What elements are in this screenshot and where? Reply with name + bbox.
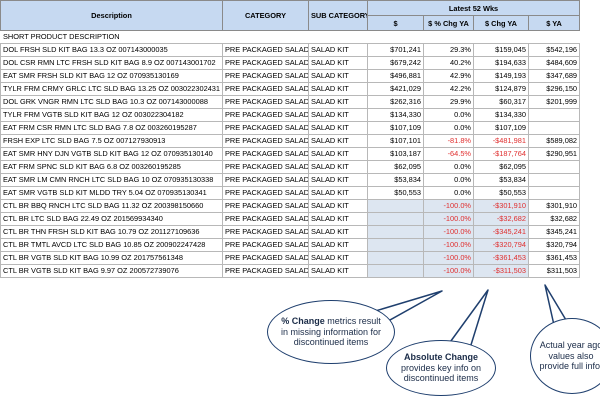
cell-chg: -$311,503 xyxy=(473,264,529,278)
callout-absolute-change-title: Absolute Change xyxy=(403,352,478,363)
period-header: Latest 52 Wks xyxy=(366,0,581,16)
cell-dollars xyxy=(367,225,424,239)
cell-chg: -$32,682 xyxy=(473,212,529,226)
cell-pct-chg: -100.0% xyxy=(423,238,474,252)
cell-chg: -$361,453 xyxy=(473,251,529,265)
col-header-pct-chg[interactable]: $ % Chg YA xyxy=(423,15,474,31)
cell-pct-chg: -100.0% xyxy=(423,264,474,278)
callout-pct-change-body: metrics result in missing information fo… xyxy=(280,316,382,348)
sales-report-table: Description CATEGORY SUB CATEGORY Latest… xyxy=(0,0,581,278)
table-row[interactable]: FRSH EXP LTC SLD BAG 7.5 OZ 007127930913… xyxy=(0,134,581,148)
report-body: SHORT PRODUCT DESCRIPTION DOL FRSH SLD K… xyxy=(0,30,581,278)
cell-pct-chg: -100.0% xyxy=(423,251,474,265)
col-header-ya[interactable]: $ YA xyxy=(527,15,581,31)
cell-chg: -$320,794 xyxy=(473,238,529,252)
cell-dollars xyxy=(367,199,424,213)
callout-pct-change: % Change metrics result in missing infor… xyxy=(267,300,395,364)
table-row[interactable]: EAT SMR FRSH SLD KIT BAG 12 OZ 070935130… xyxy=(0,69,581,83)
cell-category: PRE PACKAGED SALADS xyxy=(222,264,309,278)
callout-absolute-change: Absolute Change provides key info on dis… xyxy=(386,340,496,396)
table-row[interactable]: CTL BR VGTB SLD KIT BAG 9.97 OZ 20057273… xyxy=(0,264,581,278)
table-row[interactable]: TYLR FRM VGTB SLD KIT BAG 12 OZ 00302230… xyxy=(0,108,581,122)
cell-ya: $311,503 xyxy=(527,264,581,278)
callout-actual-year-body: Actual year ago values also provide full… xyxy=(539,340,600,372)
cell-pct-chg: -100.0% xyxy=(423,225,474,239)
callout-pct-change-title: % Change xyxy=(281,316,325,327)
table-row[interactable]: CTL BR BBQ RNCH LTC SLD BAG 11.32 OZ 200… xyxy=(0,199,581,213)
col-header-description[interactable]: Description xyxy=(0,0,223,31)
table-row[interactable]: EAT SMR LM CMN RNCH LTC SLD BAG 10 OZ 07… xyxy=(0,173,581,187)
cell-dollars xyxy=(367,212,424,226)
cell-pct-chg: -100.0% xyxy=(423,199,474,213)
col-header-chg[interactable]: $ Chg YA xyxy=(473,15,529,31)
callout-actual-year: Actual year ago values also provide full… xyxy=(530,318,600,394)
table-row[interactable]: DOL GRK VNGR RMN LTC SLD BAG 10.3 OZ 007… xyxy=(0,95,581,109)
group-row: SHORT PRODUCT DESCRIPTION xyxy=(0,30,581,44)
col-header-sub-category[interactable]: SUB CATEGORY xyxy=(308,0,368,31)
table-row[interactable]: CTL BR LTC SLD BAG 22.49 OZ 201569934340… xyxy=(0,212,581,226)
callout-absolute-change-body: provides key info on discontinued items xyxy=(400,362,482,384)
